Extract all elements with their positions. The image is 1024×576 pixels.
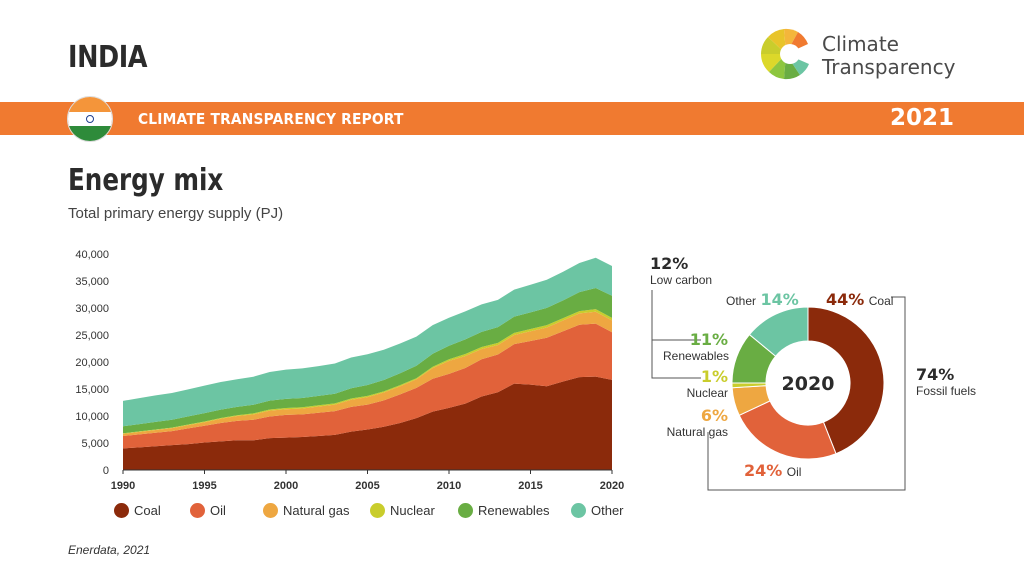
banner-title: CLIMATE TRANSPARENCY REPORT [138,110,404,128]
x-tick-label: 2000 [274,480,298,492]
legend-label-other: Other [591,503,624,518]
nuclear-label: Nuclear [686,386,728,400]
fossil-fuels-annotation: 74% Fossil fuels [916,365,976,398]
y-tick-label: 5,000 [81,438,109,450]
natural-gas-label: Natural gas [666,425,728,439]
fossil-fuels-label: Fossil fuels [916,384,977,398]
banner-year: 2021 [889,105,954,131]
legend-label-oil: Oil [210,503,226,518]
renewables-label: Renewables [663,349,730,363]
fossil-fuels-percent: 74% [916,365,955,384]
y-tick-label: 20,000 [75,357,109,369]
report-banner: CLIMATE TRANSPARENCY REPORT 2021 [0,102,1024,135]
legend-label-renewables: Renewables [478,503,550,518]
logo-text: Climate Transparency [822,33,955,79]
legend-label-nuclear: Nuclear [390,503,435,518]
donut-center-label: 2020 [782,373,835,395]
y-tick-label: 15,000 [75,384,109,396]
natural-gas-percent: 6% [700,406,728,425]
logo-line-1: Climate [822,32,899,56]
x-tick-label: 2015 [518,480,542,492]
donut-slice-oil [738,400,837,460]
area-renewables [123,288,612,434]
area-oil [123,323,612,449]
climate-transparency-logo [761,28,809,80]
oil-label: Oil [786,465,802,479]
logo-line-2: Transparency [822,55,956,79]
renewables-percent: 11% [689,330,728,349]
x-tick-label: 1995 [192,480,216,492]
coal-annotation: 44% Coal [826,290,893,310]
area-coal [123,376,612,470]
source-note: Enerdata, 2021 [68,543,151,557]
section-title: Energy mix [68,163,224,198]
x-tick-label: 1990 [111,480,135,492]
donut-slice-other [748,306,809,357]
natural-gas-annotation: 6% Natural gas [662,406,728,439]
y-tick-label: 0 [103,465,109,477]
y-tick-label: 25,000 [75,330,109,342]
nuclear-percent: 1% [700,367,728,386]
y-tick-label: 10,000 [75,411,109,423]
section-subtitle: Total primary energy supply (PJ) [68,205,284,222]
other-label: Other [726,294,757,308]
legend-label-natural-gas: Natural gas [283,503,350,518]
low-carbon-annotation: 12% Low carbon [650,254,712,287]
low-carbon-label: Low carbon [650,273,713,287]
india-flag-icon [67,96,113,142]
x-tick-label: 2010 [437,480,461,492]
stacked-area-chart: 0 5,000 10,000 15,000 20,000 25,000 30,000 35,0… [75,249,624,492]
donut-slice-coal [807,306,885,455]
oil-annotation: 24% Oil [744,461,801,481]
area-natural-gas [123,311,612,436]
y-tick-label: 40,000 [75,249,109,261]
renewables-annotation: 11% Renewables [663,330,730,363]
annotation-connectors [651,290,906,491]
x-tick-label: 2020 [600,480,624,492]
coal-label: Coal [868,294,894,308]
donut-chart: 2020 [731,306,885,460]
country-title: INDIA [68,40,148,75]
other-percent: 14% [760,290,799,309]
y-tick-label: 30,000 [75,303,109,315]
oil-percent: 24% [744,461,783,480]
x-tick-label: 2005 [355,480,379,492]
area-other [123,257,612,427]
legend-label-coal: Coal [134,503,161,518]
other-annotation: Other 14% [726,290,799,310]
coal-percent: 44% [826,290,865,309]
nuclear-annotation: 1% Nuclear [680,367,728,400]
low-carbon-percent: 12% [650,254,689,273]
y-tick-label: 35,000 [75,276,109,288]
